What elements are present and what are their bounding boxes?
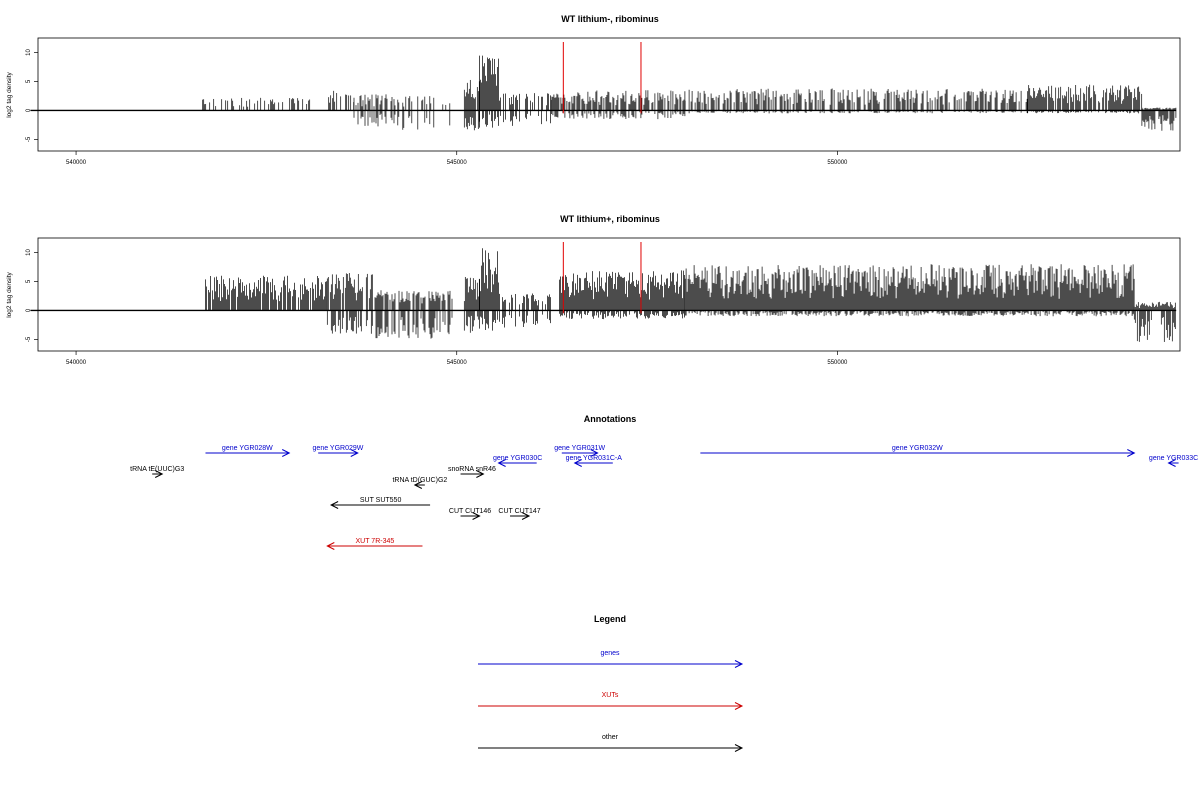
annotation-label: tRNA tE(UUC)G3 <box>130 466 184 473</box>
annotation-feature: XUT 7R-345 <box>326 538 423 550</box>
legend-panel: Legend genes XUTs other <box>478 614 744 752</box>
legend-entries: genes XUTs other <box>478 650 744 752</box>
y-tick-label: 5 <box>26 79 32 83</box>
legend-title: Legend <box>594 614 626 624</box>
panel-title: WT lithium-, ribominus <box>561 14 659 24</box>
annotation-label: XUT 7R-345 <box>355 538 394 545</box>
annotation-label: tRNA tD(GUC)G2 <box>392 477 447 484</box>
y-axis-label: log2 tag density <box>6 71 13 117</box>
y-tick-label: 5 <box>26 279 32 283</box>
y-axis: -5 0 5 10 <box>26 48 38 142</box>
x-axis: 540000545000550000555000 <box>66 151 848 166</box>
annotation-label: gene YGR031W <box>554 445 605 452</box>
y-tick-label: 0 <box>26 308 32 312</box>
annotation-feature: CUT CUT147 <box>498 508 541 520</box>
annotation-feature: gene YGR028W <box>205 445 291 457</box>
annotation-label: gene YGR031C-A <box>566 455 623 462</box>
marker-lines <box>562 242 642 314</box>
y-tick-label: 10 <box>26 248 32 255</box>
x-tick-label: 540000 <box>66 160 87 166</box>
panel-title: WT lithium+, ribominus <box>560 214 660 224</box>
annotations-title: Annotations <box>584 414 637 424</box>
annotation-label: snoRNA snR46 <box>448 466 496 473</box>
annotation-feature: gene YGR031C-A <box>566 455 623 467</box>
x-tick-label: 545000 <box>447 360 468 366</box>
y-tick-label: 10 <box>26 48 32 55</box>
annotation-label: CUT CUT146 <box>449 508 491 515</box>
legend-label: other <box>602 734 619 741</box>
x-tick-label: 550000 <box>827 360 848 366</box>
annotation-feature: gene YGR030C <box>493 455 542 467</box>
marker-lines <box>562 42 642 114</box>
track-panel-lithium-plus: WT lithium+, ribominus log2 tag density … <box>6 214 1181 366</box>
track-panel-lithium-minus: WT lithium-, ribominus log2 tag density … <box>6 14 1181 166</box>
annotation-feature: gene YGR031W <box>554 445 605 457</box>
legend-entry: genes <box>478 650 744 668</box>
x-tick-label: 540000 <box>66 360 87 366</box>
annotation-label: gene YGR029W <box>313 445 364 452</box>
annotation-label: gene YGR030C <box>493 455 542 462</box>
annotation-feature: gene YGR032W <box>700 445 1136 457</box>
legend-entry: other <box>478 734 744 752</box>
annotation-features: gene YGR028W gene YGR029W gene YGR030C gene… <box>130 445 1198 550</box>
plot-frame <box>37 237 1181 352</box>
annotation-label: SUT SUT550 <box>360 497 402 504</box>
legend-label: genes <box>600 650 620 657</box>
annotation-feature: snoRNA snR46 <box>448 466 496 478</box>
signal-bars <box>30 55 1177 131</box>
annotation-feature: CUT CUT146 <box>449 508 491 520</box>
x-tick-label: 550000 <box>827 160 848 166</box>
annotation-feature: tRNA tE(UUC)G3 <box>130 466 184 478</box>
signal-bars <box>30 248 1177 342</box>
x-tick-label: 545000 <box>447 160 468 166</box>
annotation-feature: SUT SUT550 <box>329 497 431 509</box>
annotation-feature: tRNA tD(GUC)G2 <box>392 477 447 489</box>
legend-entry: XUTs <box>478 692 744 710</box>
annotation-label: gene YGR028W <box>222 445 273 452</box>
annotation-label: CUT CUT147 <box>498 508 540 515</box>
legend-label: XUTs <box>602 692 619 699</box>
y-tick-label: -5 <box>26 336 32 342</box>
y-axis: -5 0 5 10 <box>26 248 38 342</box>
annotation-feature: gene YGR029W <box>313 445 364 457</box>
annotations-panel: Annotations gene YGR028W gene YGR029Wgene… <box>130 414 1198 550</box>
annotation-label: gene YGR032W <box>892 445 943 452</box>
annotation-feature: gene YGR033C <box>1149 455 1198 467</box>
y-tick-label: -5 <box>26 136 32 142</box>
plot-frame <box>37 37 1181 152</box>
annotation-label: gene YGR033C <box>1149 455 1198 462</box>
y-axis-label: log2 tag density <box>6 271 13 317</box>
y-tick-label: 0 <box>26 108 32 112</box>
x-axis: 540000545000550000555000 <box>66 351 848 366</box>
